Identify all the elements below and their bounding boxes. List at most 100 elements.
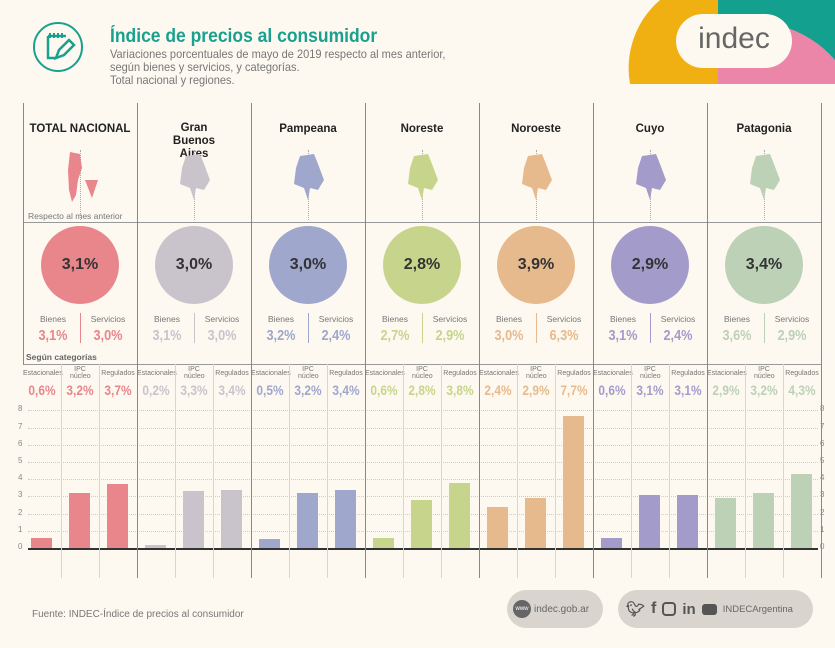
total-value: 2,9% xyxy=(631,256,669,273)
respecto-label: Respecto al mes anterior xyxy=(28,211,123,221)
category-value: 3,1% xyxy=(674,382,702,398)
category-value: 3,2% xyxy=(66,382,94,398)
servicios-label: Servicios xyxy=(318,314,354,324)
region-name: Noroeste xyxy=(511,123,561,135)
bienes-label: Bienes xyxy=(382,314,408,324)
youtube-icon[interactable] xyxy=(701,603,717,615)
y-tick-right: 2 xyxy=(820,507,825,517)
website-text: indec.gob.ar xyxy=(534,603,590,615)
total-circle: 3,9% xyxy=(497,226,575,304)
bienes-label: Bienes xyxy=(268,314,294,324)
category-value: 0,2% xyxy=(142,382,170,398)
bar xyxy=(449,482,470,548)
category-value: 3,2% xyxy=(750,382,778,398)
region-name: Noreste xyxy=(400,123,444,135)
category-value: 2,9% xyxy=(712,382,740,398)
servicios-value: 3,0% xyxy=(93,327,123,344)
category-divider xyxy=(745,364,746,578)
category-divider xyxy=(441,364,442,578)
y-tick-right: 8 xyxy=(820,404,825,414)
category-label: Estacionales xyxy=(365,370,405,377)
y-tick-left: 4 xyxy=(18,473,23,483)
map-connector xyxy=(80,150,81,220)
y-tick-right: 1 xyxy=(820,524,825,534)
total-value: 3,0% xyxy=(289,256,327,273)
category-divider xyxy=(517,364,518,578)
chart-baseline xyxy=(28,548,818,550)
category-label: IPC núcleo xyxy=(754,366,775,380)
y-tick-right: 0 xyxy=(820,542,825,551)
notepad-pencil-icon xyxy=(33,22,83,72)
servicios-value: 2,9% xyxy=(777,327,807,344)
servicios-label: Servicios xyxy=(660,314,696,324)
instagram-icon[interactable] xyxy=(662,602,677,616)
bienes-value: 2,7% xyxy=(380,327,410,344)
bs-separator xyxy=(650,313,651,343)
column-divider xyxy=(365,103,366,578)
www-icon: www xyxy=(513,600,531,618)
social-handle: INDECArgentina xyxy=(722,603,793,615)
logo-text: indec xyxy=(698,22,770,55)
category-label: IPC núcleo xyxy=(640,366,661,380)
gridline xyxy=(28,479,818,481)
region-name: Cuyo xyxy=(635,123,665,135)
category-label: IPC núcleo xyxy=(184,366,205,380)
bs-separator xyxy=(308,313,309,343)
category-value: 3,7% xyxy=(104,382,132,398)
category-value: 0,6% xyxy=(598,382,626,398)
facebook-icon[interactable]: f xyxy=(651,600,657,617)
category-label: Regulados xyxy=(785,370,819,377)
category-value: 0,5% xyxy=(256,382,284,398)
website-link[interactable]: www indec.gob.ar xyxy=(507,590,603,628)
region-name: TOTAL NACIONAL xyxy=(29,123,131,135)
column-divider xyxy=(137,103,138,578)
total-circle: 3,1% xyxy=(41,226,119,304)
region-map-icon xyxy=(294,154,324,200)
category-label: Regulados xyxy=(329,370,363,377)
y-tick-left: 1 xyxy=(18,524,23,534)
category-value: 2,4% xyxy=(484,382,512,398)
bar xyxy=(183,491,204,548)
category-value: 2,8% xyxy=(408,382,436,398)
bs-separator xyxy=(422,313,423,343)
category-divider xyxy=(669,364,670,578)
bar xyxy=(753,492,774,548)
category-value: 3,1% xyxy=(636,382,664,398)
y-tick-left: 5 xyxy=(18,456,23,465)
servicios-value: 2,9% xyxy=(435,327,465,344)
category-label: IPC núcleo xyxy=(526,366,547,380)
y-tick-left: 3 xyxy=(18,490,23,500)
total-circle: 3,0% xyxy=(155,226,233,304)
category-divider xyxy=(327,364,328,578)
category-value: 0,6% xyxy=(28,382,56,398)
bar xyxy=(335,489,356,548)
bienes-label: Bienes xyxy=(154,314,180,324)
category-label: Estacionales xyxy=(23,370,63,377)
y-tick-right: 6 xyxy=(820,438,825,448)
bs-separator xyxy=(80,313,81,343)
servicios-label: Servicios xyxy=(546,314,582,324)
social-links[interactable]: 🐦︎ f in INDECArgentina xyxy=(618,590,813,628)
bienes-label: Bienes xyxy=(496,314,522,324)
twitter-icon[interactable]: 🐦︎ xyxy=(626,601,646,618)
category-divider xyxy=(213,364,214,578)
bar xyxy=(221,489,242,548)
y-tick-right: 7 xyxy=(820,421,825,431)
total-circle: 2,9% xyxy=(611,226,689,304)
region-map-icon xyxy=(522,154,552,200)
bienes-label: Bienes xyxy=(724,314,750,324)
bar xyxy=(411,499,432,548)
y-tick-left: 8 xyxy=(18,404,23,414)
bar xyxy=(601,537,622,548)
bar xyxy=(791,474,812,548)
bar xyxy=(677,494,698,548)
linkedin-icon[interactable]: in xyxy=(682,600,696,618)
servicios-value: 3,0% xyxy=(207,327,237,344)
bar xyxy=(715,498,736,548)
gridline xyxy=(28,444,818,446)
bienes-value: 3,0% xyxy=(494,327,524,344)
category-value: 2,9% xyxy=(522,382,550,398)
category-label: Estacionales xyxy=(707,370,747,377)
category-label: Regulados xyxy=(443,370,477,377)
region-map-icon xyxy=(180,154,210,200)
